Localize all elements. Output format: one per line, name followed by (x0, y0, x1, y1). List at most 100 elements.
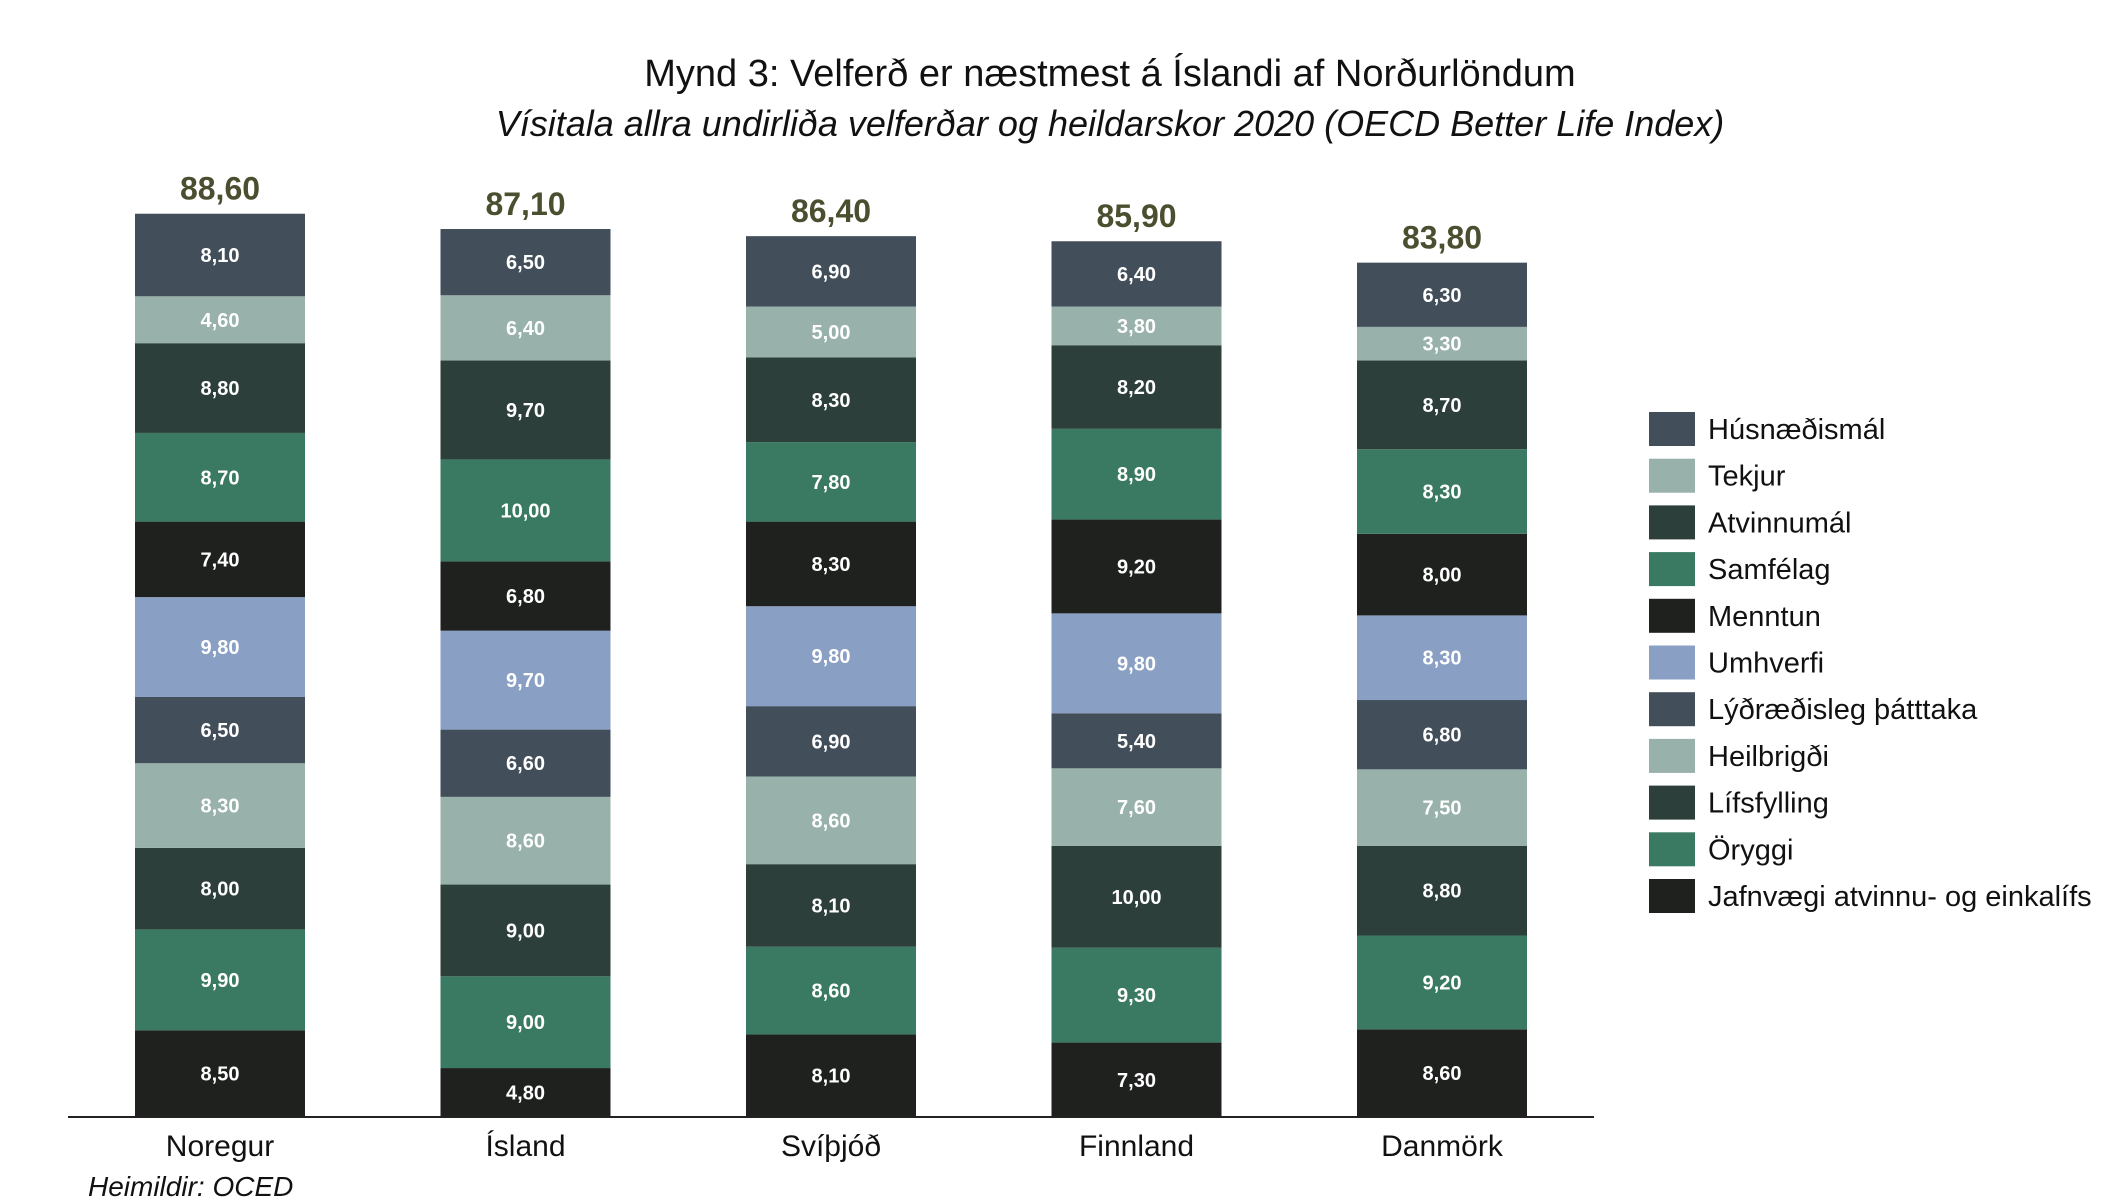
bar-segment-danmork-husnaedismal (1357, 262, 1527, 327)
bar-segment-danmork-menntun (1357, 533, 1527, 616)
bar-segment-noregur-menntun (135, 521, 305, 598)
bar-segment-island-atvinnumal (440, 360, 611, 460)
bar-segment-finnland-tekjur (1051, 306, 1222, 346)
bar-segment-danmork-heilbrigdi (1357, 769, 1527, 846)
legend-label-heilbrigdi: Heilbrigði (1708, 741, 1829, 773)
segment-label-finnland-lifsfylling: 10,00 (1111, 887, 1161, 909)
total-label-svithjod: 86,40 (791, 193, 871, 229)
segment-label-svithjod-oryggi: 8,60 (812, 981, 851, 1003)
legend-label-oryggi: Öryggi (1708, 834, 1793, 866)
segment-label-svithjod-jafnvaegi-atvinnu-og-einkalifs: 8,10 (812, 1066, 851, 1088)
segment-label-finnland-jafnvaegi-atvinnu-og-einkalifs: 7,30 (1117, 1070, 1156, 1092)
segment-label-finnland-heilbrigdi: 7,60 (1117, 797, 1156, 819)
segment-label-svithjod-samfelag: 7,80 (812, 472, 851, 494)
legend-label-umhverfi: Umhverfi (1708, 648, 1824, 680)
bar-segment-noregur-heilbrigdi (135, 763, 305, 848)
total-label-danmork: 83,80 (1402, 220, 1482, 256)
bar-segment-finnland-umhverfi (1051, 613, 1222, 714)
bar-segment-finnland-lifsfylling (1051, 845, 1222, 948)
bar-segment-finnland-menntun (1051, 519, 1222, 614)
bar-segment-noregur-oryggi (135, 929, 305, 1031)
bar-segment-island-jafnvaegi-atvinnu-og-einkalifs (440, 1068, 611, 1117)
segment-label-noregur-husnaedismal: 8,10 (201, 245, 240, 267)
segment-label-finnland-samfelag: 8,90 (1117, 464, 1156, 486)
legend-label-lifsfylling: Lífsfylling (1708, 788, 1829, 820)
bar-segment-noregur-samfelag (135, 432, 305, 522)
segment-label-svithjod-lydraedisleg-thatttaka: 6,90 (812, 731, 851, 753)
segment-label-noregur-atvinnumal: 8,80 (201, 378, 240, 400)
segment-label-svithjod-atvinnumal: 8,30 (812, 390, 851, 412)
legend-swatch-atvinnumal (1649, 505, 1695, 540)
segment-label-danmork-husnaedismal: 6,30 (1423, 285, 1462, 307)
bar-segment-finnland-husnaedismal (1051, 241, 1222, 307)
legend-swatch-lydraedisleg-thatttaka (1649, 692, 1695, 727)
bar-segment-svithjod-heilbrigdi (746, 776, 916, 865)
segment-label-svithjod-menntun: 8,30 (812, 554, 851, 576)
segment-label-svithjod-tekjur: 5,00 (812, 322, 851, 344)
bar-segment-svithjod-atvinnumal (746, 357, 916, 443)
bar-segment-noregur-jafnvaegi-atvinnu-og-einkalifs (135, 1030, 305, 1117)
bar-segment-noregur-husnaedismal (135, 213, 305, 297)
segment-label-island-menntun: 6,80 (506, 586, 545, 608)
segment-label-finnland-umhverfi: 9,80 (1117, 653, 1156, 675)
bar-segment-island-menntun (440, 561, 611, 631)
segment-label-finnland-menntun: 9,20 (1117, 556, 1156, 578)
segment-label-finnland-oryggi: 9,30 (1117, 985, 1156, 1007)
segment-label-noregur-umhverfi: 9,80 (201, 637, 240, 659)
segment-label-svithjod-umhverfi: 9,80 (812, 646, 851, 668)
segment-label-island-heilbrigdi: 8,60 (506, 831, 545, 853)
segment-label-island-samfelag: 10,00 (500, 500, 550, 522)
legend-label-jafnvaegi-atvinnu-og-einkalifs: Jafnvægi atvinnu- og einkalífs (1708, 881, 2092, 913)
segment-label-noregur-jafnvaegi-atvinnu-og-einkalifs: 8,50 (201, 1064, 240, 1086)
segment-label-noregur-lydraedisleg-thatttaka: 6,50 (201, 720, 240, 742)
bar-segment-svithjod-lifsfylling (746, 864, 916, 947)
bar-segment-svithjod-husnaedismal (746, 236, 916, 307)
bar-segment-danmork-lifsfylling (1357, 845, 1527, 936)
segment-label-noregur-oryggi: 9,90 (201, 970, 240, 992)
bar-segment-svithjod-jafnvaegi-atvinnu-og-einkalifs (746, 1034, 916, 1117)
segment-label-finnland-lydraedisleg-thatttaka: 5,40 (1117, 731, 1156, 753)
segment-label-island-umhverfi: 9,70 (506, 670, 545, 692)
legend-swatch-samfelag (1649, 552, 1695, 587)
legend-label-menntun: Menntun (1708, 601, 1821, 633)
legend-swatch-umhverfi (1649, 645, 1695, 680)
bar-segment-svithjod-lydraedisleg-thatttaka (746, 706, 916, 777)
segment-label-danmork-lydraedisleg-thatttaka: 6,80 (1423, 725, 1462, 747)
bar-segment-svithjod-umhverfi (746, 606, 916, 707)
bar-segment-svithjod-tekjur (746, 306, 916, 358)
category-label-finnland: Finnland (1079, 1130, 1194, 1163)
bar-segment-finnland-oryggi (1051, 947, 1222, 1043)
category-label-noregur: Noregur (166, 1130, 274, 1163)
segment-label-noregur-menntun: 7,40 (201, 549, 240, 571)
segment-label-island-lydraedisleg-thatttaka: 6,60 (506, 753, 545, 775)
segment-label-finnland-tekjur: 3,80 (1117, 316, 1156, 338)
bar-segment-island-umhverfi (440, 630, 611, 730)
chart-title: Mynd 3: Velferð er næstmest á Íslandi af… (644, 52, 1575, 95)
segment-label-finnland-atvinnumal: 8,20 (1117, 377, 1156, 399)
source-note: Heimildir: OCED (88, 1171, 293, 1202)
segment-label-island-oryggi: 9,00 (506, 1012, 545, 1034)
category-label-svithjod: Svíþjóð (781, 1130, 881, 1163)
bar-segment-svithjod-samfelag (746, 442, 916, 522)
bar-segment-noregur-tekjur (135, 296, 305, 344)
total-label-noregur: 88,60 (180, 171, 260, 207)
bar-segment-island-samfelag (440, 459, 611, 562)
segment-label-danmork-umhverfi: 8,30 (1423, 648, 1462, 670)
legend-label-husnaedismal: Húsnæðismál (1708, 414, 1885, 446)
category-labels: Noregur Ísland Svíþjóð Finnland Danmörk (166, 1130, 1504, 1163)
segment-label-danmork-lifsfylling: 8,80 (1423, 881, 1462, 903)
legend-swatch-jafnvaegi-atvinnu-og-einkalifs (1649, 879, 1695, 913)
legend-swatch-heilbrigdi (1649, 738, 1695, 773)
segment-label-danmork-jafnvaegi-atvinnu-og-einkalifs: 8,60 (1423, 1063, 1462, 1085)
bar-segment-danmork-oryggi (1357, 935, 1527, 1030)
bar-segment-svithjod-oryggi (746, 946, 916, 1035)
segment-label-island-lifsfylling: 9,00 (506, 920, 545, 942)
legend-swatch-husnaedismal (1649, 412, 1695, 446)
bar-segment-finnland-jafnvaegi-atvinnu-og-einkalifs (1051, 1042, 1222, 1117)
bar-segment-finnland-heilbrigdi (1051, 768, 1222, 846)
bar-segment-island-lydraedisleg-thatttaka (440, 729, 611, 797)
category-label-island: Ísland (485, 1130, 565, 1163)
legend-label-samfelag: Samfélag (1708, 554, 1831, 586)
segment-label-island-husnaedismal: 6,50 (506, 252, 545, 274)
